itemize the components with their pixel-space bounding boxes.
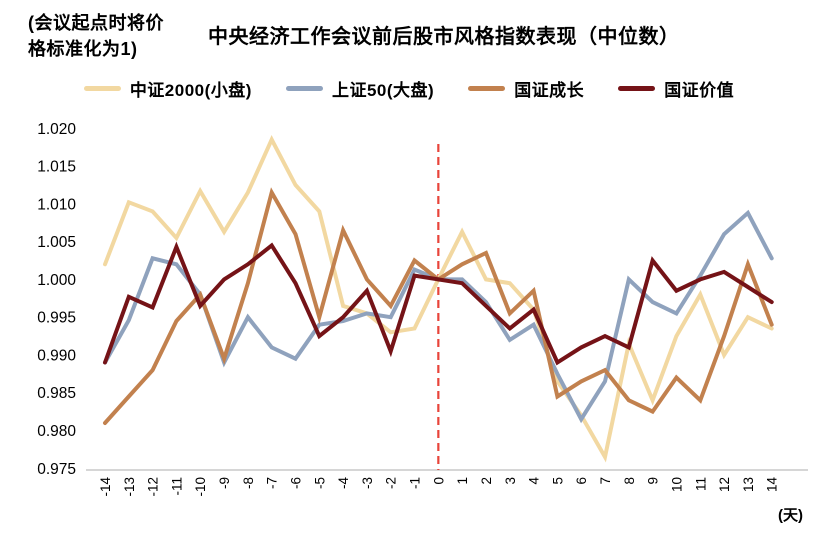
legend-item-2: 国证成长 — [468, 76, 584, 101]
x-axis-tick-label: 2 — [479, 477, 494, 485]
x-axis-tick-label: 14 — [765, 477, 780, 493]
x-axis-tick-label: -5 — [312, 477, 327, 489]
x-axis-unit-label: (天) — [778, 507, 803, 524]
legend-swatch-1 — [285, 86, 323, 91]
y-axis-tick-label: 0.980 — [37, 423, 76, 440]
legend-label-3: 国证价值 — [664, 81, 735, 100]
legend-item-1: 上证50(大盘) — [285, 76, 435, 101]
x-axis-tick-label: 4 — [527, 477, 542, 485]
x-axis-tick-label: 5 — [550, 477, 565, 485]
x-axis-tick-label: -1 — [408, 477, 423, 489]
x-axis-tick-label: 3 — [503, 477, 518, 485]
y-axis-tick-label: 0.975 — [37, 461, 76, 478]
legend-swatch-2 — [468, 86, 506, 91]
x-axis-tick-label: 6 — [574, 477, 589, 485]
x-axis-tick-label: -9 — [217, 477, 232, 489]
x-axis-tick-label: -2 — [384, 477, 399, 489]
x-axis-tick-label: 11 — [693, 477, 708, 491]
x-axis-tick-label: -6 — [288, 477, 303, 489]
legend-label-1: 上证50(大盘) — [331, 81, 435, 100]
x-axis-tick-label: -11 — [169, 477, 184, 496]
y-axis-tick-label: 0.995 — [37, 310, 76, 327]
legend-item-0: 中证2000(小盘) — [83, 76, 252, 101]
x-axis-tick-label: 8 — [622, 477, 637, 485]
x-axis-tick-label: 13 — [741, 477, 756, 492]
x-axis-tick-label: 1 — [455, 477, 470, 485]
y-axis-tick-label: 1.005 — [37, 234, 76, 251]
normalization-note: (会议起点时将价 格标准化为1) — [28, 13, 164, 60]
x-axis-tick-label: -13 — [122, 477, 137, 497]
x-axis-tick-label: -7 — [265, 477, 280, 489]
legend-label-0: 中证2000(小盘) — [129, 81, 252, 100]
y-axis-tick-label: 1.015 — [37, 159, 76, 176]
x-axis-tick-label: -12 — [146, 477, 161, 497]
x-axis-tick-label: 7 — [598, 477, 613, 485]
x-axis-tick-label: -4 — [336, 477, 351, 489]
y-axis-tick-label: 0.985 — [37, 385, 76, 402]
x-axis-tick-label: -8 — [241, 477, 256, 489]
x-axis-tick-label: -14 — [98, 477, 113, 497]
x-axis-tick-label: 9 — [646, 477, 661, 485]
y-axis-tick-label: 0.990 — [37, 347, 76, 364]
legend-item-3: 国证价值 — [618, 76, 734, 101]
y-axis-tick-label: 1.000 — [37, 272, 76, 289]
x-axis-tick-label: 12 — [717, 477, 732, 492]
y-axis-tick-label: 1.020 — [37, 121, 76, 138]
x-axis-tick-label: 10 — [669, 477, 684, 492]
legend-label-2: 国证成长 — [514, 81, 585, 100]
y-axis-tick-label: 1.010 — [37, 196, 76, 213]
chart-title: 中央经济工作会议前后股市风格指数表现（中位数） — [208, 26, 680, 48]
chart-legend: 中证2000(小盘) 上证50(大盘) 国证成长 国证价值 — [0, 76, 818, 101]
series-line-3 — [103, 241, 774, 366]
x-axis-tick-label: -3 — [360, 477, 375, 489]
legend-swatch-0 — [83, 86, 121, 91]
legend-swatch-3 — [618, 86, 656, 91]
x-axis-tick-label: 0 — [431, 477, 446, 485]
x-axis-tick-label: -10 — [193, 477, 208, 497]
